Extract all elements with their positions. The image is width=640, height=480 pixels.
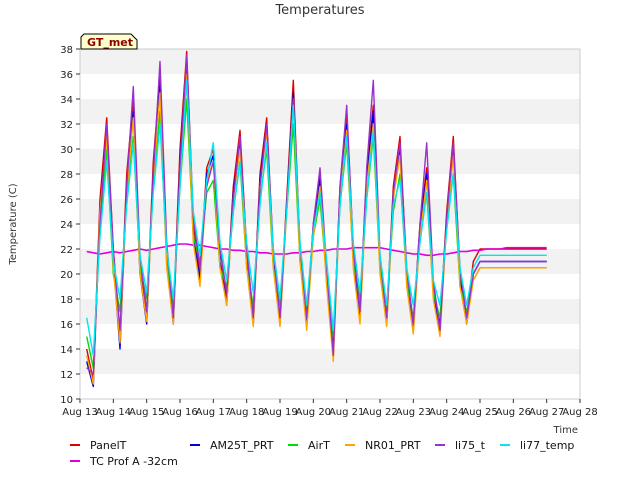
legend-label: AirT	[308, 439, 330, 452]
x-axis-label: Time	[553, 425, 578, 436]
x-tick-label: Aug 14	[96, 407, 131, 418]
series-line-li77-temp	[86, 79, 547, 356]
y-tick-label: 36	[60, 70, 73, 81]
y-tick-label: 38	[60, 45, 73, 56]
series-lines	[86, 50, 547, 388]
y-tick-label: 28	[60, 170, 73, 181]
x-tick-label: Aug 16	[162, 407, 197, 418]
grid-band	[80, 99, 580, 124]
x-tick-label: Aug 22	[362, 407, 397, 418]
y-tick-label: 30	[60, 145, 73, 156]
y-tick-label: 18	[60, 295, 73, 306]
series-line-li75-t	[86, 54, 547, 375]
station-label: GT_met	[87, 36, 133, 49]
x-tick-label: Aug 25	[462, 407, 497, 418]
legend-label: AM25T_PRT	[210, 439, 274, 452]
y-axis-label: Temperature (C)	[8, 183, 19, 265]
x-tick-label: Aug 21	[329, 407, 364, 418]
y-tick-label: 24	[60, 220, 73, 231]
y-tick-label: 20	[60, 270, 73, 281]
station-badge-shape	[80, 33, 138, 50]
y-tick-label: 10	[60, 395, 73, 406]
y-tick-label: 14	[60, 345, 73, 356]
x-tick-label: Aug 26	[496, 407, 531, 418]
y-tick-label: 32	[60, 120, 73, 131]
grid-band	[80, 349, 580, 374]
x-tick-label: Aug 13	[62, 407, 97, 418]
grid-bands	[80, 49, 580, 399]
x-tick-label: Aug 27	[529, 407, 564, 418]
grid-band	[80, 74, 580, 99]
x-tick-label: Aug 18	[229, 407, 264, 418]
legend-label: li77_temp	[520, 439, 574, 452]
legend: PanelT TC Prof A -32cm AM25T_PRT AirT NR01_P…	[70, 439, 574, 468]
y-tick-label: 34	[60, 95, 73, 106]
y-tick-label: 22	[60, 245, 73, 256]
chart-title: Temperatures	[274, 3, 364, 18]
y-tick-label: 12	[60, 370, 73, 381]
x-tick-label: Aug 15	[129, 407, 164, 418]
x-tick-label: Aug 24	[429, 407, 464, 418]
x-tick-label: Aug 28	[562, 407, 597, 418]
y-axis-ticks: 10 12 14 16 18 20 22 24 26 28 30 32 34 36 38	[60, 45, 80, 406]
y-tick-label: 16	[60, 320, 73, 331]
x-tick-label: Aug 19	[262, 407, 297, 418]
station-badge: GT_met	[80, 33, 138, 50]
grid-band	[80, 224, 580, 249]
x-tick-label: Aug 17	[196, 407, 231, 418]
x-tick-label: Aug 23	[396, 407, 431, 418]
grid-band	[80, 49, 580, 74]
legend-label: NR01_PRT	[365, 439, 421, 452]
grid-band	[80, 199, 580, 224]
legend-label: TC Prof A -32cm	[89, 455, 178, 468]
y-tick-label: 26	[60, 195, 73, 206]
legend-label: PanelT	[90, 439, 127, 452]
x-tick-label: Aug 20	[296, 407, 331, 418]
grid-band	[80, 374, 580, 399]
legend-label: li75_t	[455, 439, 486, 452]
series-line-tc-prof-a-32cm	[86, 243, 547, 257]
